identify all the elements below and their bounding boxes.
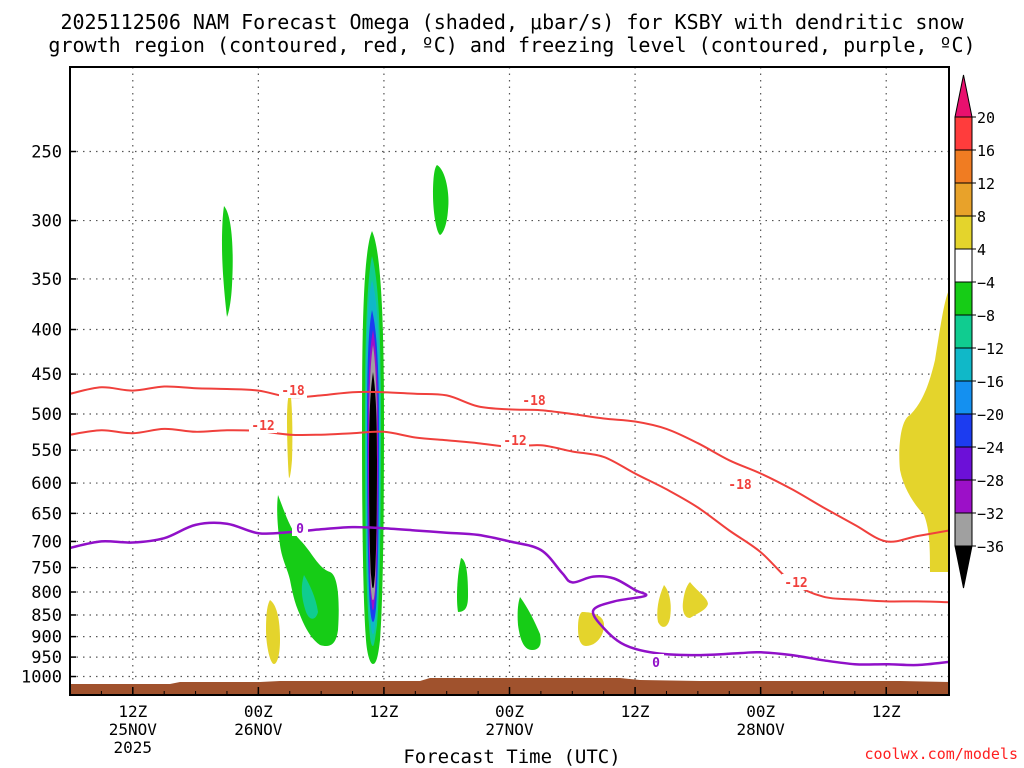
colorbar-swatch-5 bbox=[954, 248, 973, 283]
x-tick-year-0: 2025 bbox=[114, 738, 153, 757]
colorbar-label-6: −8 bbox=[977, 307, 995, 325]
colorbar-swatch-2 bbox=[954, 149, 973, 184]
y-tick-label-450: 450 bbox=[31, 365, 62, 385]
colorbar-label-7: −12 bbox=[977, 340, 1004, 358]
colorbar-label-13: −36 bbox=[977, 538, 1004, 556]
omega-patch-yellow-6 bbox=[899, 290, 949, 572]
x-tick-time-3: 00Z bbox=[495, 702, 524, 721]
colorbar-label-0: 20 bbox=[977, 109, 995, 127]
colorbar-top-arrow bbox=[954, 74, 973, 118]
omega-patch-teal-1 bbox=[301, 575, 318, 619]
x-tick-date-1: 26NOV bbox=[234, 720, 283, 739]
colorbar-label-9: −20 bbox=[977, 406, 1004, 424]
colorbar-label-4: 4 bbox=[977, 241, 986, 259]
y-tick-label-600: 600 bbox=[31, 474, 62, 494]
x-tick-time-5: 00Z bbox=[746, 702, 775, 721]
y-tick-label-950: 950 bbox=[31, 648, 62, 668]
label-minus18-c: -18 bbox=[728, 478, 752, 493]
label-minus12-b: -12 bbox=[503, 434, 526, 449]
freezing-level-line bbox=[70, 521, 949, 667]
y-tick-label-400: 400 bbox=[31, 321, 62, 341]
x-tick-time-4: 12Z bbox=[621, 702, 650, 721]
isotherm-minus18-line bbox=[70, 385, 949, 543]
colorbar-label-5: −4 bbox=[977, 274, 995, 292]
label-zero-b: 0 bbox=[652, 656, 660, 671]
y-tick-label-700: 700 bbox=[31, 532, 62, 552]
omega-patch-green-4 bbox=[457, 558, 468, 612]
x-tick-time-6: 12Z bbox=[872, 702, 901, 721]
omega-colorbar: 20 16 12 8 4 −4 −8 −12 −16 −20 −24 −28 −32 −36 bbox=[954, 74, 1004, 589]
label-minus12-a: -12 bbox=[251, 419, 274, 434]
colorbar-label-3: 8 bbox=[977, 208, 986, 226]
contour-labels: -18 -18 -18 -12 -12 -12 0 0 bbox=[249, 382, 810, 671]
colorbar-swatch-13 bbox=[954, 512, 973, 547]
label-zero-a: 0 bbox=[296, 522, 304, 537]
y-tick-label-350: 350 bbox=[31, 270, 62, 290]
x-tick-time-0: 12Z bbox=[118, 702, 147, 721]
chart-title-line2: growth region (contoured, red, ºC) and f… bbox=[48, 33, 976, 57]
colorbar-label-10: −24 bbox=[977, 439, 1004, 457]
chart-title-line1: 2025112506 NAM Forecast Omega (shaded, μ… bbox=[60, 10, 964, 34]
x-tick-date-3: 27NOV bbox=[485, 720, 534, 739]
omega-patch-green-5 bbox=[517, 597, 541, 650]
colorbar-label-11: −28 bbox=[977, 472, 1004, 490]
y-tick-label-250: 250 bbox=[31, 143, 62, 163]
y-tick-label-650: 650 bbox=[31, 504, 62, 524]
colorbar-swatch-6 bbox=[954, 281, 973, 316]
omega-patch-green-2 bbox=[433, 165, 449, 235]
colorbar-label-2: 12 bbox=[977, 175, 995, 193]
colorbar-label-12: −32 bbox=[977, 505, 1004, 523]
omega-patch-green-1 bbox=[222, 206, 233, 317]
omega-patch-yellow-4 bbox=[657, 585, 671, 627]
site-credit: coolwx.com/models bbox=[864, 745, 1018, 763]
y-tick-label-750: 750 bbox=[31, 559, 62, 579]
colorbar-swatch-11 bbox=[954, 446, 973, 481]
colorbar-swatch-1 bbox=[954, 116, 973, 151]
colorbar-label-8: −16 bbox=[977, 373, 1004, 391]
omega-patch-yellow-5 bbox=[682, 582, 708, 618]
x-axis-label: Forecast Time (UTC) bbox=[403, 746, 621, 768]
y-tick-label-900: 900 bbox=[31, 628, 62, 648]
y-tick-label-1000: 1000 bbox=[21, 668, 62, 688]
y-axis-pressure: 2503003504004505005506006507007508008509… bbox=[21, 143, 76, 688]
y-tick-label-300: 300 bbox=[31, 212, 62, 232]
x-tick-date-0: 25NOV bbox=[109, 720, 158, 739]
colorbar-label-1: 16 bbox=[977, 142, 995, 160]
terrain-ground bbox=[70, 678, 949, 695]
gridlines bbox=[70, 67, 949, 695]
colorbar-swatch-8 bbox=[954, 347, 973, 382]
label-minus18-b: -18 bbox=[522, 394, 546, 409]
label-minus12-c: -12 bbox=[784, 576, 807, 591]
colorbar-swatch-4 bbox=[954, 215, 973, 250]
omega-shading bbox=[222, 165, 949, 664]
omega-tower-black bbox=[369, 372, 377, 588]
y-tick-label-500: 500 bbox=[31, 405, 62, 425]
colorbar-swatch-7 bbox=[954, 314, 973, 349]
colorbar-swatch-3 bbox=[954, 182, 973, 217]
y-tick-label-800: 800 bbox=[31, 583, 62, 603]
colorbar-swatch-9 bbox=[954, 380, 973, 415]
y-tick-label-550: 550 bbox=[31, 441, 62, 461]
colorbar-swatch-10 bbox=[954, 413, 973, 448]
colorbar-bottom-arrow bbox=[954, 545, 973, 589]
colorbar-swatch-12 bbox=[954, 479, 973, 514]
x-tick-time-2: 12Z bbox=[369, 702, 398, 721]
label-minus18-a: -18 bbox=[281, 384, 305, 399]
x-tick-date-5: 28NOV bbox=[737, 720, 786, 739]
y-tick-label-850: 850 bbox=[31, 606, 62, 626]
x-tick-time-1: 00Z bbox=[244, 702, 273, 721]
omega-patch-yellow-1 bbox=[266, 600, 280, 664]
